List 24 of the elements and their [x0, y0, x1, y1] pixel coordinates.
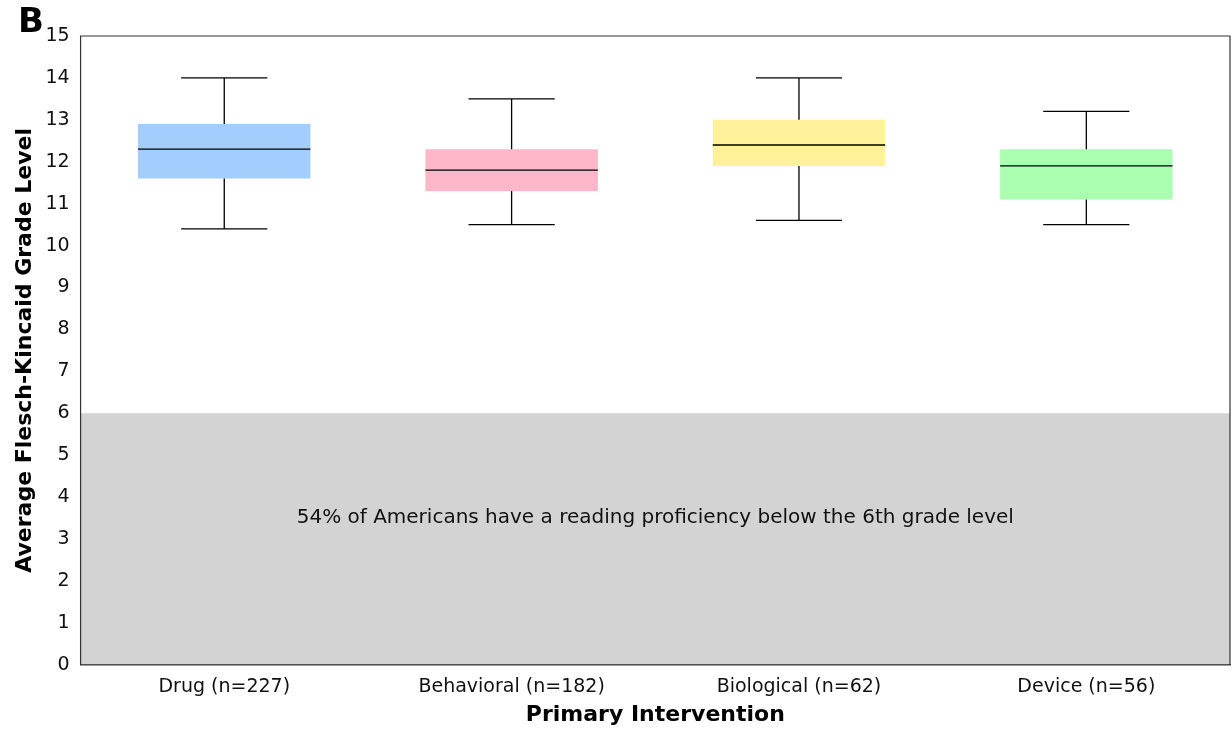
y-tick-label: 11 — [45, 190, 70, 213]
y-tick-label: 1 — [57, 609, 70, 632]
y-tick-label: 14 — [45, 64, 70, 87]
y-tick-label: 5 — [57, 442, 70, 465]
y-axis-title: Average Flesch-Kincaid Grade Level — [10, 127, 36, 573]
y-tick-label: 2 — [57, 567, 70, 590]
y-tick-label: 3 — [57, 525, 70, 548]
y-tick-label: 0 — [57, 651, 70, 674]
y-tick-label: 6 — [57, 400, 70, 423]
y-tick-label: 12 — [45, 148, 70, 171]
y-tick-label: 7 — [57, 358, 70, 381]
y-tick-label: 10 — [45, 232, 70, 255]
x-tick-label: Drug (n=227) — [158, 674, 291, 697]
y-tick-label: 13 — [45, 106, 70, 129]
x-tick-label: Biological (n=62) — [716, 674, 882, 697]
x-axis-title: Primary Intervention — [525, 700, 785, 726]
y-tick-label: 4 — [57, 484, 70, 507]
x-tick-label: Behavioral (n=182) — [418, 674, 605, 697]
y-tick-label: 9 — [57, 274, 70, 297]
text: B — [18, 0, 44, 40]
band-label: 54% of Americans have a reading proficiency below the 6th grade level — [296, 504, 1014, 529]
y-tick-label: 15 — [45, 22, 70, 45]
x-tick-label: Device (n=56) — [1017, 674, 1156, 697]
y-tick-label: 8 — [57, 316, 70, 339]
